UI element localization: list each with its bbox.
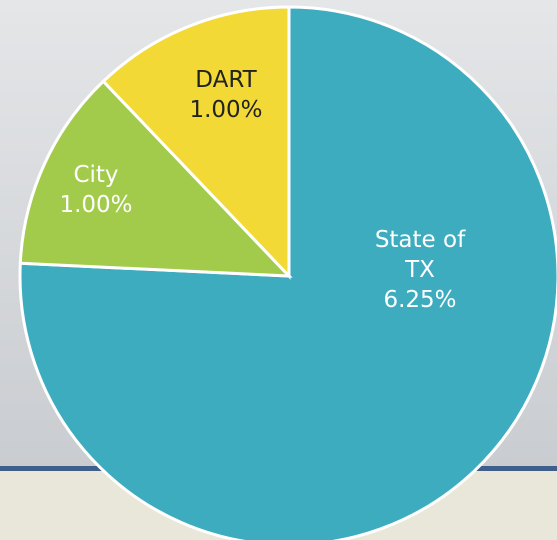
category-label: State of TX [374,227,466,283]
slice-label: DART 1.00% [166,65,286,125]
pie-slice [18,5,557,540]
slice-label: State of TX 6.25% [365,225,475,315]
pie-slice [18,79,293,278]
category-label: City [73,162,119,188]
pie [18,5,557,540]
pie-slice [101,5,291,280]
value-label: 1.00% [59,192,133,218]
value-label: 6.25% [383,287,457,313]
slice-label: City 1.00% [36,160,156,220]
value-label: 1.00% [189,97,263,123]
category-label: DART [195,67,257,93]
